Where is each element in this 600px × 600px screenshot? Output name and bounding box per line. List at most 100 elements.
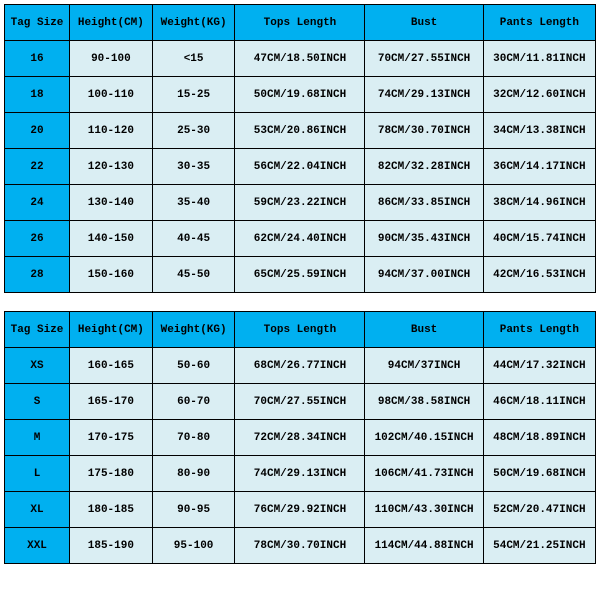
data-cell: 94CM/37INCH	[365, 348, 483, 384]
tag-size-cell: L	[5, 456, 70, 492]
tag-size-cell: XL	[5, 492, 70, 528]
col-header: Tops Length	[235, 312, 365, 348]
data-cell: 70-80	[152, 420, 235, 456]
table-1-body: 1690-100<1547CM/18.50INCH70CM/27.55INCH3…	[5, 41, 596, 293]
data-cell: 38CM/14.96INCH	[483, 185, 595, 221]
data-cell: 59CM/23.22INCH	[235, 185, 365, 221]
data-cell: 70CM/27.55INCH	[235, 384, 365, 420]
data-cell: 185-190	[70, 528, 153, 564]
data-cell: 72CM/28.34INCH	[235, 420, 365, 456]
data-cell: 76CM/29.92INCH	[235, 492, 365, 528]
data-cell: 34CM/13.38INCH	[483, 113, 595, 149]
col-header: Weight(KG)	[152, 312, 235, 348]
table-row: 26140-15040-4562CM/24.40INCH90CM/35.43IN…	[5, 221, 596, 257]
tag-size-cell: 20	[5, 113, 70, 149]
table-row: XXL185-19095-10078CM/30.70INCH114CM/44.8…	[5, 528, 596, 564]
tag-size-cell: 16	[5, 41, 70, 77]
data-cell: 40CM/15.74INCH	[483, 221, 595, 257]
table-row: XL180-18590-9576CM/29.92INCH110CM/43.30I…	[5, 492, 596, 528]
col-header: Weight(KG)	[152, 5, 235, 41]
table-row: 22120-13030-3556CM/22.04INCH82CM/32.28IN…	[5, 149, 596, 185]
size-table-2: Tag SizeHeight(CM)Weight(KG)Tops LengthB…	[4, 311, 596, 564]
data-cell: 78CM/30.70INCH	[365, 113, 483, 149]
table-gap	[4, 293, 596, 311]
table-row: L175-18080-9074CM/29.13INCH106CM/41.73IN…	[5, 456, 596, 492]
data-cell: 170-175	[70, 420, 153, 456]
data-cell: 106CM/41.73INCH	[365, 456, 483, 492]
tag-size-cell: 22	[5, 149, 70, 185]
data-cell: 52CM/20.47INCH	[483, 492, 595, 528]
data-cell: 32CM/12.60INCH	[483, 77, 595, 113]
table-row: 1690-100<1547CM/18.50INCH70CM/27.55INCH3…	[5, 41, 596, 77]
col-header: Height(CM)	[70, 5, 153, 41]
data-cell: 25-30	[152, 113, 235, 149]
table-row: XS160-16550-6068CM/26.77INCH94CM/37INCH4…	[5, 348, 596, 384]
data-cell: 175-180	[70, 456, 153, 492]
data-cell: 36CM/14.17INCH	[483, 149, 595, 185]
data-cell: 46CM/18.11INCH	[483, 384, 595, 420]
data-cell: 30-35	[152, 149, 235, 185]
table-row: 24130-14035-4059CM/23.22INCH86CM/33.85IN…	[5, 185, 596, 221]
col-header: Tops Length	[235, 5, 365, 41]
data-cell: 74CM/29.13INCH	[365, 77, 483, 113]
data-cell: 120-130	[70, 149, 153, 185]
data-cell: 82CM/32.28INCH	[365, 149, 483, 185]
data-cell: 70CM/27.55INCH	[365, 41, 483, 77]
data-cell: 56CM/22.04INCH	[235, 149, 365, 185]
tag-size-cell: XXL	[5, 528, 70, 564]
data-cell: 68CM/26.77INCH	[235, 348, 365, 384]
data-cell: 150-160	[70, 257, 153, 293]
col-header: Bust	[365, 5, 483, 41]
data-cell: 80-90	[152, 456, 235, 492]
col-header: Bust	[365, 312, 483, 348]
tag-size-cell: M	[5, 420, 70, 456]
data-cell: 110CM/43.30INCH	[365, 492, 483, 528]
data-cell: 74CM/29.13INCH	[235, 456, 365, 492]
data-cell: 30CM/11.81INCH	[483, 41, 595, 77]
col-header: Pants Length	[483, 5, 595, 41]
data-cell: 44CM/17.32INCH	[483, 348, 595, 384]
table-row: M170-17570-8072CM/28.34INCH102CM/40.15IN…	[5, 420, 596, 456]
data-cell: 90-100	[70, 41, 153, 77]
data-cell: 48CM/18.89INCH	[483, 420, 595, 456]
data-cell: 65CM/25.59INCH	[235, 257, 365, 293]
table-row: 18100-11015-2550CM/19.68INCH74CM/29.13IN…	[5, 77, 596, 113]
data-cell: 100-110	[70, 77, 153, 113]
data-cell: 78CM/30.70INCH	[235, 528, 365, 564]
data-cell: 60-70	[152, 384, 235, 420]
tag-size-cell: 28	[5, 257, 70, 293]
data-cell: 160-165	[70, 348, 153, 384]
data-cell: 180-185	[70, 492, 153, 528]
tag-size-cell: 18	[5, 77, 70, 113]
tag-size-cell: 26	[5, 221, 70, 257]
table-row: 28150-16045-5065CM/25.59INCH94CM/37.00IN…	[5, 257, 596, 293]
data-cell: 165-170	[70, 384, 153, 420]
data-cell: 50-60	[152, 348, 235, 384]
table-2-head: Tag SizeHeight(CM)Weight(KG)Tops LengthB…	[5, 312, 596, 348]
table-row: S165-17060-7070CM/27.55INCH98CM/38.58INC…	[5, 384, 596, 420]
size-table-1: Tag SizeHeight(CM)Weight(KG)Tops LengthB…	[4, 4, 596, 293]
col-header: Height(CM)	[70, 312, 153, 348]
data-cell: 42CM/16.53INCH	[483, 257, 595, 293]
data-cell: 140-150	[70, 221, 153, 257]
data-cell: 50CM/19.68INCH	[483, 456, 595, 492]
tag-size-cell: 24	[5, 185, 70, 221]
col-header: Tag Size	[5, 312, 70, 348]
data-cell: 40-45	[152, 221, 235, 257]
data-cell: 90CM/35.43INCH	[365, 221, 483, 257]
data-cell: 90-95	[152, 492, 235, 528]
data-cell: 35-40	[152, 185, 235, 221]
tag-size-cell: XS	[5, 348, 70, 384]
data-cell: 45-50	[152, 257, 235, 293]
data-cell: 95-100	[152, 528, 235, 564]
table-1-head: Tag SizeHeight(CM)Weight(KG)Tops LengthB…	[5, 5, 596, 41]
data-cell: 98CM/38.58INCH	[365, 384, 483, 420]
data-cell: 102CM/40.15INCH	[365, 420, 483, 456]
data-cell: 15-25	[152, 77, 235, 113]
data-cell: 53CM/20.86INCH	[235, 113, 365, 149]
data-cell: 110-120	[70, 113, 153, 149]
data-cell: 62CM/24.40INCH	[235, 221, 365, 257]
table-2-body: XS160-16550-6068CM/26.77INCH94CM/37INCH4…	[5, 348, 596, 564]
tag-size-cell: S	[5, 384, 70, 420]
data-cell: 94CM/37.00INCH	[365, 257, 483, 293]
